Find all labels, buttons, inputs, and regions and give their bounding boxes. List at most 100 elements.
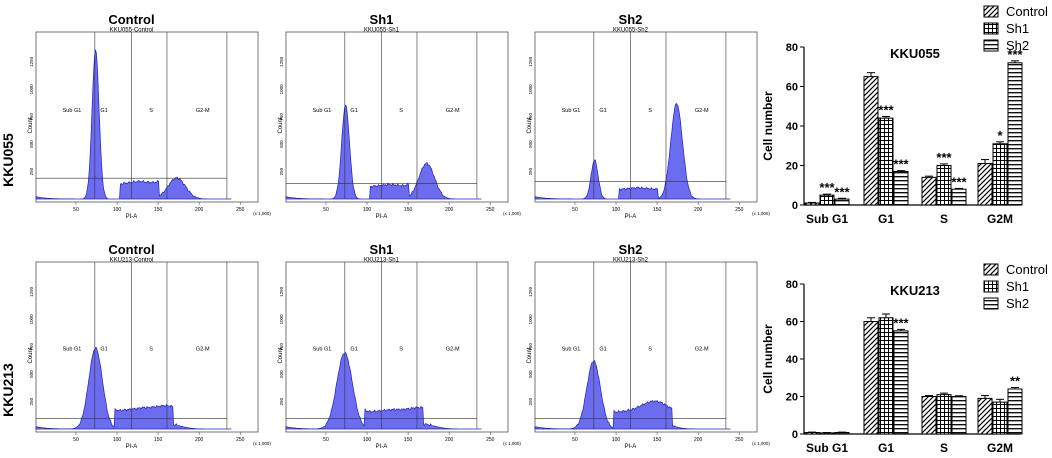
x-tick-label: 200 [445, 207, 454, 213]
x-tick-label: 100 [113, 437, 122, 443]
bar [893, 330, 909, 435]
legend-label: Sh1 [1006, 21, 1029, 36]
gate-label: G2-M [196, 108, 210, 114]
panel-subtitle: KKU055-Control [110, 28, 154, 34]
x-tick-label: 250 [735, 437, 744, 443]
y-tick-label: 500 [29, 370, 34, 378]
y-tick-label: 1250 [29, 286, 34, 297]
x-tick-label: 150 [154, 207, 163, 213]
significance-label: *** [936, 150, 952, 165]
y-tick-label: 750 [29, 112, 34, 120]
significance-label: *** [1007, 47, 1023, 62]
x-axis-label: PI-A [376, 444, 388, 450]
x-tick-label: 250 [735, 207, 744, 213]
x-unit-label: (x 1,000) [752, 211, 770, 216]
bar [819, 194, 835, 206]
y-tick-label: 40 [786, 121, 798, 133]
gate-label: G2-M [695, 108, 709, 114]
y-tick-label: 1000 [528, 84, 533, 95]
y-tick-label: 20 [786, 392, 798, 404]
y-tick-label: 80 [786, 279, 798, 291]
legend-label: Control [1006, 262, 1048, 277]
bar [804, 202, 820, 206]
x-tick-label: 250 [486, 207, 495, 213]
y-tick-label: 1250 [279, 56, 284, 67]
gate-label: Sub G1 [63, 108, 82, 114]
y-tick-label: 1000 [29, 84, 34, 95]
x-tick-label: 200 [195, 207, 204, 213]
histogram [534, 359, 731, 430]
bar [804, 432, 820, 435]
x-tick-label: 200 [694, 437, 703, 443]
bar [834, 432, 850, 435]
y-tick-label: 1000 [29, 314, 34, 325]
y-axis-label: Count [527, 117, 533, 133]
legend-swatch [983, 5, 999, 18]
significance-label: ** [1010, 374, 1021, 389]
row-label: KKU213 [0, 363, 16, 417]
x-unit-label: (x 1,000) [503, 441, 521, 446]
gate-label: S [648, 346, 652, 352]
y-tick-label: 750 [29, 342, 34, 350]
significance-label: *** [893, 315, 909, 330]
bar-chart: 0 20 40 60 80 Cell number KKU213 Sub G1 G1 S G2M **… [761, 262, 1048, 455]
y-tick-label: 40 [786, 354, 798, 366]
y-tick-label: 1250 [29, 56, 34, 67]
gate-label: G2-M [446, 108, 460, 114]
bar [977, 397, 993, 435]
gate-label: G1 [350, 346, 357, 352]
y-tick-label: 750 [279, 112, 284, 120]
x-tick-label: 50 [73, 437, 79, 443]
gate-label: G2-M [196, 346, 210, 352]
legend-label: Sh1 [1006, 279, 1029, 294]
y-tick-label: 1000 [279, 314, 284, 325]
y-tick-label: 1250 [528, 56, 533, 67]
y-tick-label: 500 [279, 370, 284, 378]
y-tick-label: 500 [279, 140, 284, 148]
panel-title: Control [108, 242, 154, 257]
y-axis-label: Count [278, 347, 284, 363]
gate-label: G1 [599, 108, 606, 114]
gate-label: G1 [100, 108, 107, 114]
x-tick-label: 50 [73, 207, 79, 213]
panel-title: Sh1 [370, 12, 394, 27]
gate-label: S [149, 346, 153, 352]
bar [977, 163, 993, 206]
significance-label: * [997, 128, 1003, 143]
y-tick-label: 750 [528, 342, 533, 350]
histogram [35, 49, 232, 200]
x-tick-label: 150 [653, 437, 662, 443]
x-tick-label: 200 [445, 437, 454, 443]
panel-subtitle: KKU213-Control [110, 258, 154, 264]
panel-subtitle: KKU055-Sh2 [613, 28, 649, 34]
y-tick-label: 0 [792, 200, 798, 212]
gate-label: S [648, 108, 652, 114]
panel-subtitle: KKU213-Sh1 [364, 258, 400, 264]
legend-swatch [983, 22, 999, 35]
chart-title: KKU213 [890, 283, 940, 298]
chart-title: KKU055 [890, 46, 940, 61]
bar [936, 165, 952, 206]
y-tick-label: 750 [279, 342, 284, 350]
y-tick-label: 1250 [279, 286, 284, 297]
row-label: KKU055 [0, 133, 16, 187]
y-tick-label: 0 [792, 429, 798, 441]
significance-label: *** [893, 157, 909, 172]
gate-label: S [149, 108, 153, 114]
panel-title: Sh2 [619, 242, 643, 257]
bar [878, 117, 894, 206]
legend-label: Sh2 [1006, 296, 1029, 311]
bar [893, 170, 909, 206]
y-tick-label: 20 [786, 161, 798, 173]
legend-label: Sh2 [1006, 38, 1029, 53]
histogram [35, 347, 232, 430]
panel-subtitle: KKU213-Sh2 [613, 258, 649, 264]
x-tick-label: S [940, 441, 948, 455]
x-tick-label: 150 [404, 207, 413, 213]
x-tick-label: 50 [323, 207, 329, 213]
x-tick-label: 50 [323, 437, 329, 443]
panel-subtitle: KKU055-Sh1 [364, 28, 400, 34]
